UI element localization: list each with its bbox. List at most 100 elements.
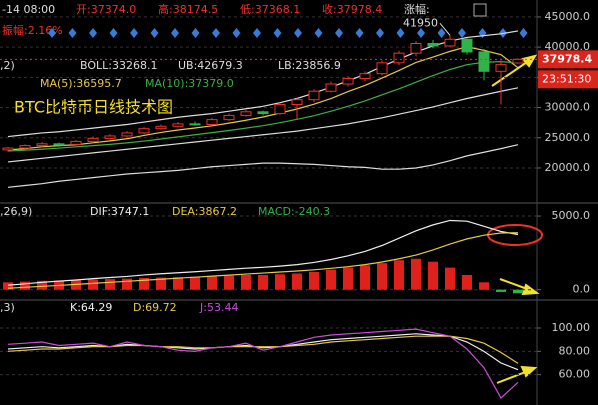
macd-bar [462,274,472,290]
y-tick-label: 5000.0 [552,209,591,222]
y-tick-label: 30000.0 [545,101,591,114]
y-tick-label: 40000.0 [545,40,591,53]
candle-body [206,119,218,125]
y-tick-label: 45000.0 [545,10,591,23]
candle-body [172,123,184,127]
diamond [171,28,179,38]
macd-bar [326,269,336,290]
indicator-label: ,2) [0,59,15,72]
indicator-line [7,219,519,286]
header-amplitude: 振幅:2.16% [2,23,63,37]
arrow [496,370,529,384]
macd-bar [139,277,149,290]
macd-bar [224,275,234,290]
header-time: -14 08:00 [2,3,55,16]
candle-body [223,114,235,121]
indicator-label: ,26,9) [0,205,32,218]
indicator-line [7,46,519,151]
macd-bar [241,274,251,290]
candle-body [274,104,286,115]
macd-bar [445,267,455,290]
diamond [130,28,138,38]
diamond [355,28,364,38]
diamond [253,28,261,38]
macd-bar [190,276,200,290]
y-tick-label: 60.00 [559,368,591,381]
y-tick-label: 0.0 [573,283,591,296]
arrow-head [520,365,538,378]
candle-body [461,38,473,53]
candle-body [70,140,82,145]
countdown: 23:51:30 [542,72,591,85]
macd-bar [394,260,404,290]
macd-bar [105,279,115,290]
macd-bar [37,280,47,290]
macd-bar [513,289,523,294]
macd-bar [479,282,489,290]
candle-body [325,83,337,92]
indicator-line [7,144,519,188]
diamond [89,28,97,38]
macd-bar [173,277,183,290]
y-tick-label: 80.00 [559,344,591,357]
indicator-line [7,333,519,371]
legend-entry: LB:23856.9 [278,59,341,72]
diamond [519,28,528,38]
diamond [376,28,384,38]
candle-body [308,90,320,101]
macd-bar [343,267,353,290]
y-tick-label: 25000.0 [545,131,591,144]
candle-body [512,58,524,64]
diamond [437,28,446,38]
y-tick-label: 100.00 [552,321,591,334]
diamond [212,28,220,38]
candle-body [53,143,65,146]
diamond [273,28,282,38]
arrow [491,59,531,87]
legend-entry: DEA:3867.2 [172,205,237,218]
indicator-line [7,232,519,289]
candle-body [410,43,422,54]
settings-icon[interactable] [473,3,487,17]
candle-body [2,147,14,151]
indicator-label: ,3) [0,301,15,314]
y-tick-label: 20000.0 [545,161,591,174]
indicator-line [7,328,519,399]
candle-body [495,64,507,72]
header-change: 涨幅: [404,3,430,16]
legend-entry: D:69.72 [133,301,177,314]
candle-body [257,111,269,115]
high-label: 41950 [403,16,438,29]
diamond [396,28,405,38]
legend-entry: MA(5):36595.7 [40,77,122,90]
diamond [314,28,323,38]
candle-body [155,125,167,130]
macd-bar [275,274,285,290]
macd-bar [3,282,13,290]
macd-bar [411,258,421,290]
macd-bar [292,273,302,290]
candle-body [19,145,31,149]
candle-body [104,135,116,139]
macd-bar [496,289,506,292]
candle-body [87,137,99,142]
candle-body [376,62,388,75]
candle-body [359,73,371,80]
header-open: 开:37374.0 [76,3,136,16]
diamond [191,28,200,38]
diamond [417,28,425,38]
indicator-line [7,61,519,152]
macd-bar [122,278,132,290]
macd-bar [20,281,30,290]
diamond [294,28,302,38]
macd-bar [428,261,438,290]
macd-bar [207,276,217,290]
indicator-line [7,335,519,364]
macd-bar [309,272,319,290]
arrow-head [521,54,538,68]
markers-row [48,28,528,38]
legend-entry: K:64.29 [70,301,112,314]
header-high: 高:38174.5 [158,2,218,16]
candle-body [121,132,133,137]
